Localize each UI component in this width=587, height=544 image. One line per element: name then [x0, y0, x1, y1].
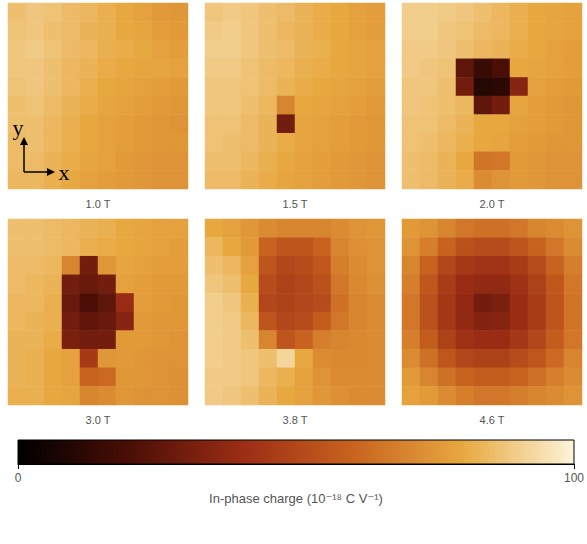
svg-text:3.0 T: 3.0 T: [86, 414, 111, 426]
svg-text:In-phase charge (10⁻¹⁸ C V⁻¹): In-phase charge (10⁻¹⁸ C V⁻¹): [209, 491, 383, 506]
svg-text:1.5 T: 1.5 T: [283, 198, 308, 210]
svg-text:4.6 T: 4.6 T: [480, 414, 505, 426]
svg-text:100: 100: [564, 471, 584, 485]
svg-text:x: x: [59, 160, 70, 185]
svg-text:2.0 T: 2.0 T: [480, 198, 505, 210]
svg-text:0: 0: [15, 471, 22, 485]
svg-text:1.0 T: 1.0 T: [86, 198, 111, 210]
svg-text:y: y: [13, 115, 24, 140]
svg-text:3.8 T: 3.8 T: [283, 414, 308, 426]
